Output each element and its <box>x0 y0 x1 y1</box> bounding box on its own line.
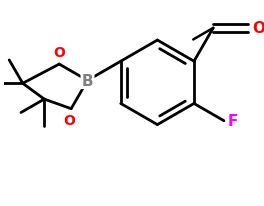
Text: O: O <box>63 114 75 128</box>
Text: F: F <box>228 114 238 129</box>
Text: B: B <box>82 74 93 88</box>
Text: O: O <box>53 46 65 60</box>
Text: O: O <box>253 21 264 36</box>
